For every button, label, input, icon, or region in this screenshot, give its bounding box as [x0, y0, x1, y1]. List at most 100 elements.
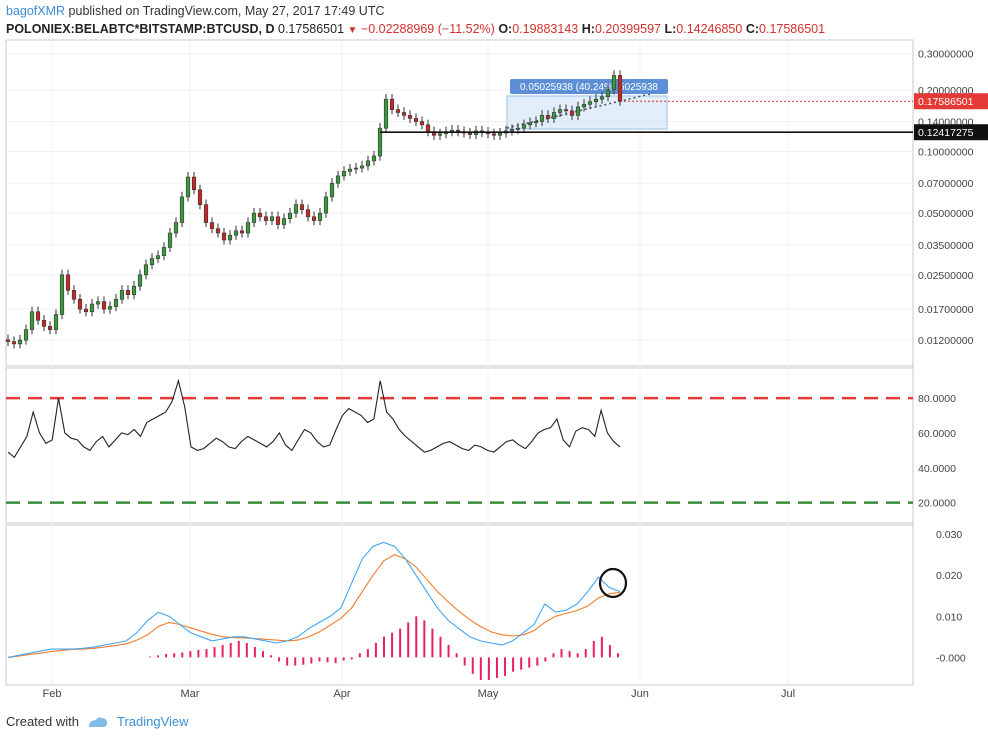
- candle: [131, 281, 137, 300]
- macd-axis[interactable]: 0.030 0.020 0.010 -0.000: [936, 529, 966, 664]
- chart-area[interactable]: 0.300000000.200000000.140000000.10000000…: [0, 0, 988, 708]
- candle-body: [455, 129, 461, 132]
- open-value: 0.19883143: [512, 22, 579, 36]
- macd-tick: -0.000: [936, 652, 966, 664]
- symbol-name: POLONIEX:BELABTC*BITSTAMP:BTCUSD, D: [6, 22, 275, 36]
- candle: [563, 104, 569, 116]
- low-value: 0.14246850: [676, 22, 743, 36]
- candle: [197, 184, 203, 210]
- candle-body: [359, 165, 365, 169]
- tradingview-link[interactable]: TradingView: [116, 714, 189, 729]
- price-tick: 0.14000000: [918, 117, 974, 129]
- candle-body: [83, 308, 89, 313]
- candle-body: [209, 222, 215, 229]
- candle-body: [515, 127, 521, 130]
- author-link[interactable]: bagofXMR: [6, 4, 66, 18]
- created-with-text: Created with: [6, 714, 79, 729]
- candle: [575, 101, 581, 120]
- candle-body: [17, 339, 23, 345]
- candle-body: [191, 176, 197, 191]
- price-pane[interactable]: [5, 39, 914, 367]
- candle: [419, 116, 425, 130]
- candle: [137, 269, 143, 291]
- candle: [323, 191, 329, 218]
- publish-info: bagofXMR published on TradingView.com, M…: [6, 4, 384, 18]
- candle-body: [395, 109, 401, 113]
- candle-body: [521, 124, 527, 129]
- candle: [89, 298, 95, 317]
- candle-body: [5, 339, 11, 342]
- candle: [167, 227, 173, 253]
- candle-body: [197, 189, 203, 205]
- candle: [605, 84, 611, 102]
- candle: [221, 227, 227, 245]
- candle-body: [611, 75, 617, 91]
- candle: [41, 315, 47, 331]
- price-levels[interactable]: 0.12417275 0.17586501: [380, 93, 988, 141]
- candle: [359, 160, 365, 173]
- candle-body: [545, 115, 551, 119]
- candle-body: [413, 118, 419, 122]
- current-price-tag: [914, 93, 988, 110]
- candle-body: [287, 212, 293, 219]
- candle: [593, 94, 599, 107]
- candle: [383, 94, 389, 133]
- candle: [119, 285, 125, 304]
- measure-tool[interactable]: 0.05025938 (40.24%) 5025938: [506, 79, 668, 130]
- circle-annotation[interactable]: [598, 567, 628, 599]
- candle-body: [137, 274, 143, 287]
- candle-body: [617, 75, 623, 102]
- rsi-pane[interactable]: [5, 367, 914, 524]
- rsi-tick: 60.0000: [918, 428, 956, 440]
- candle-body: [275, 216, 281, 225]
- time-label-mar: Mar: [181, 688, 200, 700]
- candle: [233, 225, 239, 240]
- macd-pane[interactable]: [5, 524, 914, 686]
- candle: [497, 127, 503, 140]
- candle-body: [77, 298, 83, 310]
- candle: [353, 162, 359, 174]
- time-label-feb: Feb: [43, 688, 62, 700]
- candle-body: [125, 290, 131, 295]
- candle: [83, 303, 89, 317]
- candle-body: [59, 274, 65, 315]
- candle-body: [113, 298, 119, 307]
- candle-body: [365, 160, 371, 167]
- candle-body: [227, 234, 233, 241]
- close-label: C:: [745, 22, 760, 36]
- candle-body: [605, 89, 611, 98]
- candle-body: [497, 132, 503, 136]
- candle-body: [263, 216, 269, 221]
- rsi-axis[interactable]: 80.0000 60.0000 40.0000 20.0000: [918, 393, 956, 509]
- candle: [215, 223, 221, 238]
- macd-tick: 0.020: [936, 570, 962, 582]
- level-price-label: 0.12417275: [918, 127, 974, 139]
- price-axis[interactable]: 0.300000000.200000000.140000000.10000000…: [918, 49, 974, 347]
- candle-body: [89, 303, 95, 313]
- candle: [35, 306, 41, 325]
- time-label-jul: Jul: [781, 688, 795, 700]
- candle-body: [335, 175, 341, 184]
- candle-body: [215, 228, 221, 234]
- rsi-line: [7, 378, 621, 459]
- candle: [227, 230, 233, 245]
- open-label: O:: [498, 22, 513, 36]
- candle: [617, 70, 623, 106]
- time-axis[interactable]: Feb Mar Apr May Jun Jul: [43, 688, 796, 700]
- candle-body: [437, 133, 443, 136]
- high-label: H:: [581, 22, 595, 36]
- candle: [5, 334, 11, 347]
- macd-tick: 0.010: [936, 611, 962, 623]
- measure-label-bg: [510, 79, 668, 94]
- grid-lines: [6, 40, 913, 685]
- candle: [29, 306, 35, 335]
- candle: [551, 107, 557, 123]
- candle: [107, 301, 113, 314]
- candle: [371, 150, 377, 166]
- time-label-apr: Apr: [333, 688, 350, 700]
- candle-body: [221, 232, 227, 241]
- candle-body: [317, 212, 323, 221]
- candle-body: [71, 290, 77, 300]
- tradingview-logo-icon: [88, 716, 107, 727]
- candle: [179, 191, 185, 228]
